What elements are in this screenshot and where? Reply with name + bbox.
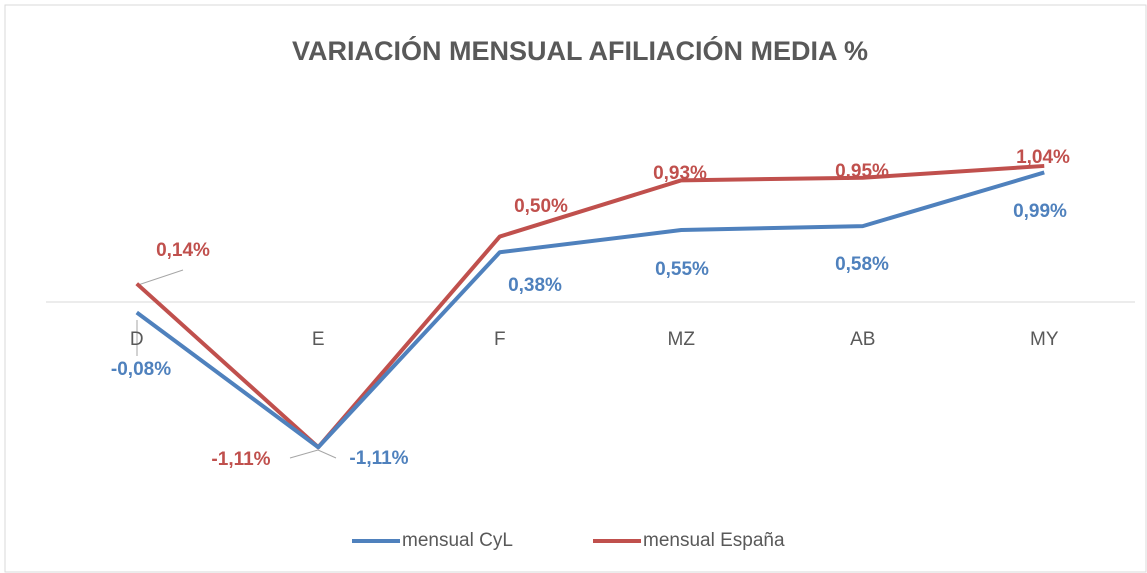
data-label: -1,11% bbox=[211, 449, 270, 470]
data-label: 0,58% bbox=[835, 254, 889, 275]
data-label: -1,11% bbox=[349, 448, 408, 469]
data-label: 0,99% bbox=[1013, 201, 1067, 222]
x-tick-label: AB bbox=[850, 329, 875, 350]
leader-line bbox=[317, 449, 337, 459]
chart-title: VARIACIÓN MENSUAL AFILIACIÓN MEDIA % bbox=[292, 35, 868, 66]
data-label: 0,50% bbox=[514, 196, 568, 217]
data-label: 0,93% bbox=[653, 163, 707, 184]
data-label: -0,08% bbox=[111, 359, 171, 380]
x-tick-label: MY bbox=[1030, 329, 1059, 350]
chart-frame bbox=[4, 4, 1147, 573]
data-label: 0,55% bbox=[655, 259, 709, 280]
leader-line bbox=[289, 449, 319, 459]
data-label: 0,38% bbox=[508, 275, 562, 296]
data-label: 1,04% bbox=[1016, 147, 1070, 168]
legend-label: mensual CyL bbox=[402, 530, 513, 551]
x-tick-label: D bbox=[130, 329, 144, 350]
data-label: 0,95% bbox=[835, 161, 889, 182]
leader-line bbox=[137, 269, 184, 286]
x-tick-label: F bbox=[494, 329, 506, 350]
x-tick-label: E bbox=[312, 329, 325, 350]
series-line bbox=[135, 163, 1045, 450]
legend-label: mensual España bbox=[643, 530, 785, 551]
x-tick-label: MZ bbox=[668, 329, 696, 350]
series-line bbox=[135, 170, 1045, 450]
data-label: 0,14% bbox=[156, 240, 210, 261]
